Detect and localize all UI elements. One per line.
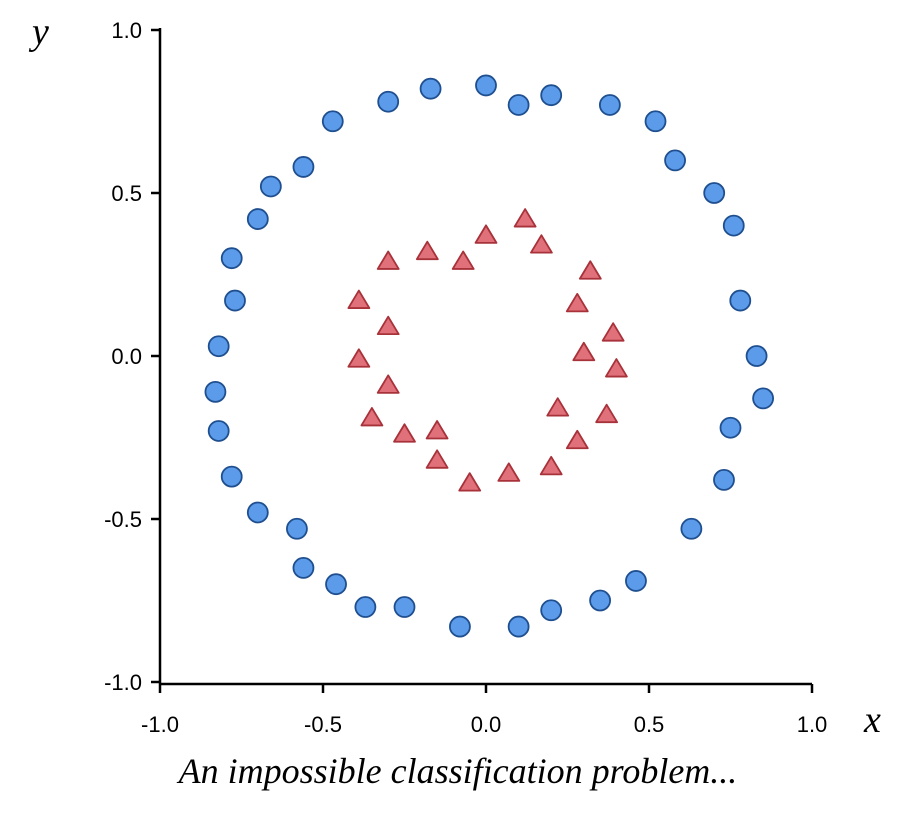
x-tick-label: 1.0 <box>797 712 828 737</box>
circle-point <box>729 289 752 312</box>
y-axis-label: y <box>28 11 49 53</box>
circle-point <box>292 557 315 579</box>
triangle-point <box>513 208 537 228</box>
triangle-point <box>565 429 589 450</box>
circle-point <box>475 74 497 97</box>
circle-point <box>393 596 416 618</box>
circle-point <box>507 615 530 638</box>
circle-point <box>625 570 647 592</box>
x-axis: -1.0 -0.5 0.0 0.5 1.0 x <box>141 682 881 741</box>
y-tick-label: 0.0 <box>111 344 142 369</box>
circle-point <box>507 94 530 116</box>
circle-point <box>745 345 768 367</box>
circle-point <box>207 335 230 358</box>
x-axis-ticks: -1.0 -0.5 0.0 0.5 1.0 <box>141 684 827 737</box>
circle-point <box>354 596 377 618</box>
circle-point <box>419 77 442 100</box>
circle-point <box>589 589 611 612</box>
circle-point <box>713 468 735 491</box>
triangle-point <box>347 348 371 368</box>
circle-point <box>664 149 686 172</box>
circle-point <box>540 599 563 622</box>
y-tick-label: -1.0 <box>104 670 142 695</box>
triangle-point <box>376 250 400 270</box>
circle-point <box>703 182 726 204</box>
circle-point <box>752 387 774 410</box>
x-tick-label: 0.5 <box>634 712 665 737</box>
circle-point <box>377 90 400 113</box>
triangle-point <box>415 240 439 261</box>
x-axis-label: x <box>863 699 881 741</box>
circle-point <box>259 175 282 198</box>
y-axis: -1.0 -0.5 0.0 0.5 1.0 y <box>28 11 162 695</box>
circle-point <box>207 420 230 442</box>
triangle-point <box>595 403 619 424</box>
x-tick-label: -1.0 <box>141 712 179 737</box>
circle-point <box>246 501 269 524</box>
circle-point <box>321 110 344 133</box>
y-axis-ticks: -1.0 -0.5 0.0 0.5 1.0 <box>104 18 160 695</box>
circle-point <box>220 465 243 488</box>
triangle-point <box>458 472 482 492</box>
circle-point <box>224 289 246 312</box>
triangle-point <box>578 260 602 280</box>
circle-point <box>292 156 315 178</box>
triangle-point <box>601 322 625 342</box>
triangle-point <box>497 462 521 482</box>
triangle-point <box>347 289 371 309</box>
triangle-point <box>572 341 596 362</box>
circle-point <box>246 208 269 230</box>
triangle-point <box>451 250 475 270</box>
circle-point <box>719 416 742 439</box>
triangle-point <box>530 234 553 254</box>
y-tick-label: 1.0 <box>111 18 142 43</box>
x-tick-label: 0.0 <box>471 712 502 737</box>
x-tick-label: -0.5 <box>304 712 342 737</box>
triangle-point <box>565 292 589 313</box>
circle-point <box>644 110 667 133</box>
triangle-point <box>605 358 628 378</box>
triangle-point <box>376 315 400 336</box>
triangle-point <box>393 423 416 443</box>
circle-point <box>540 84 563 107</box>
triangle-point <box>360 407 384 427</box>
triangle-point <box>376 374 400 394</box>
triangle-point <box>425 420 449 440</box>
circle-point <box>598 94 621 116</box>
figure-caption: An impossible classification problem... <box>178 751 738 791</box>
scatter-points <box>204 74 774 638</box>
triangle-point <box>425 449 449 469</box>
y-tick-label: -0.5 <box>104 507 142 532</box>
triangle-point <box>474 224 498 244</box>
circle-point <box>286 517 308 540</box>
triangle-point <box>539 455 563 476</box>
triangle-point <box>546 397 570 417</box>
circle-point <box>680 517 703 540</box>
circle-point <box>204 380 227 403</box>
circle-point <box>325 573 347 596</box>
circle-point <box>220 247 243 270</box>
circle-point <box>449 615 471 638</box>
circle-point <box>722 214 745 237</box>
y-tick-label: 0.5 <box>111 181 142 206</box>
